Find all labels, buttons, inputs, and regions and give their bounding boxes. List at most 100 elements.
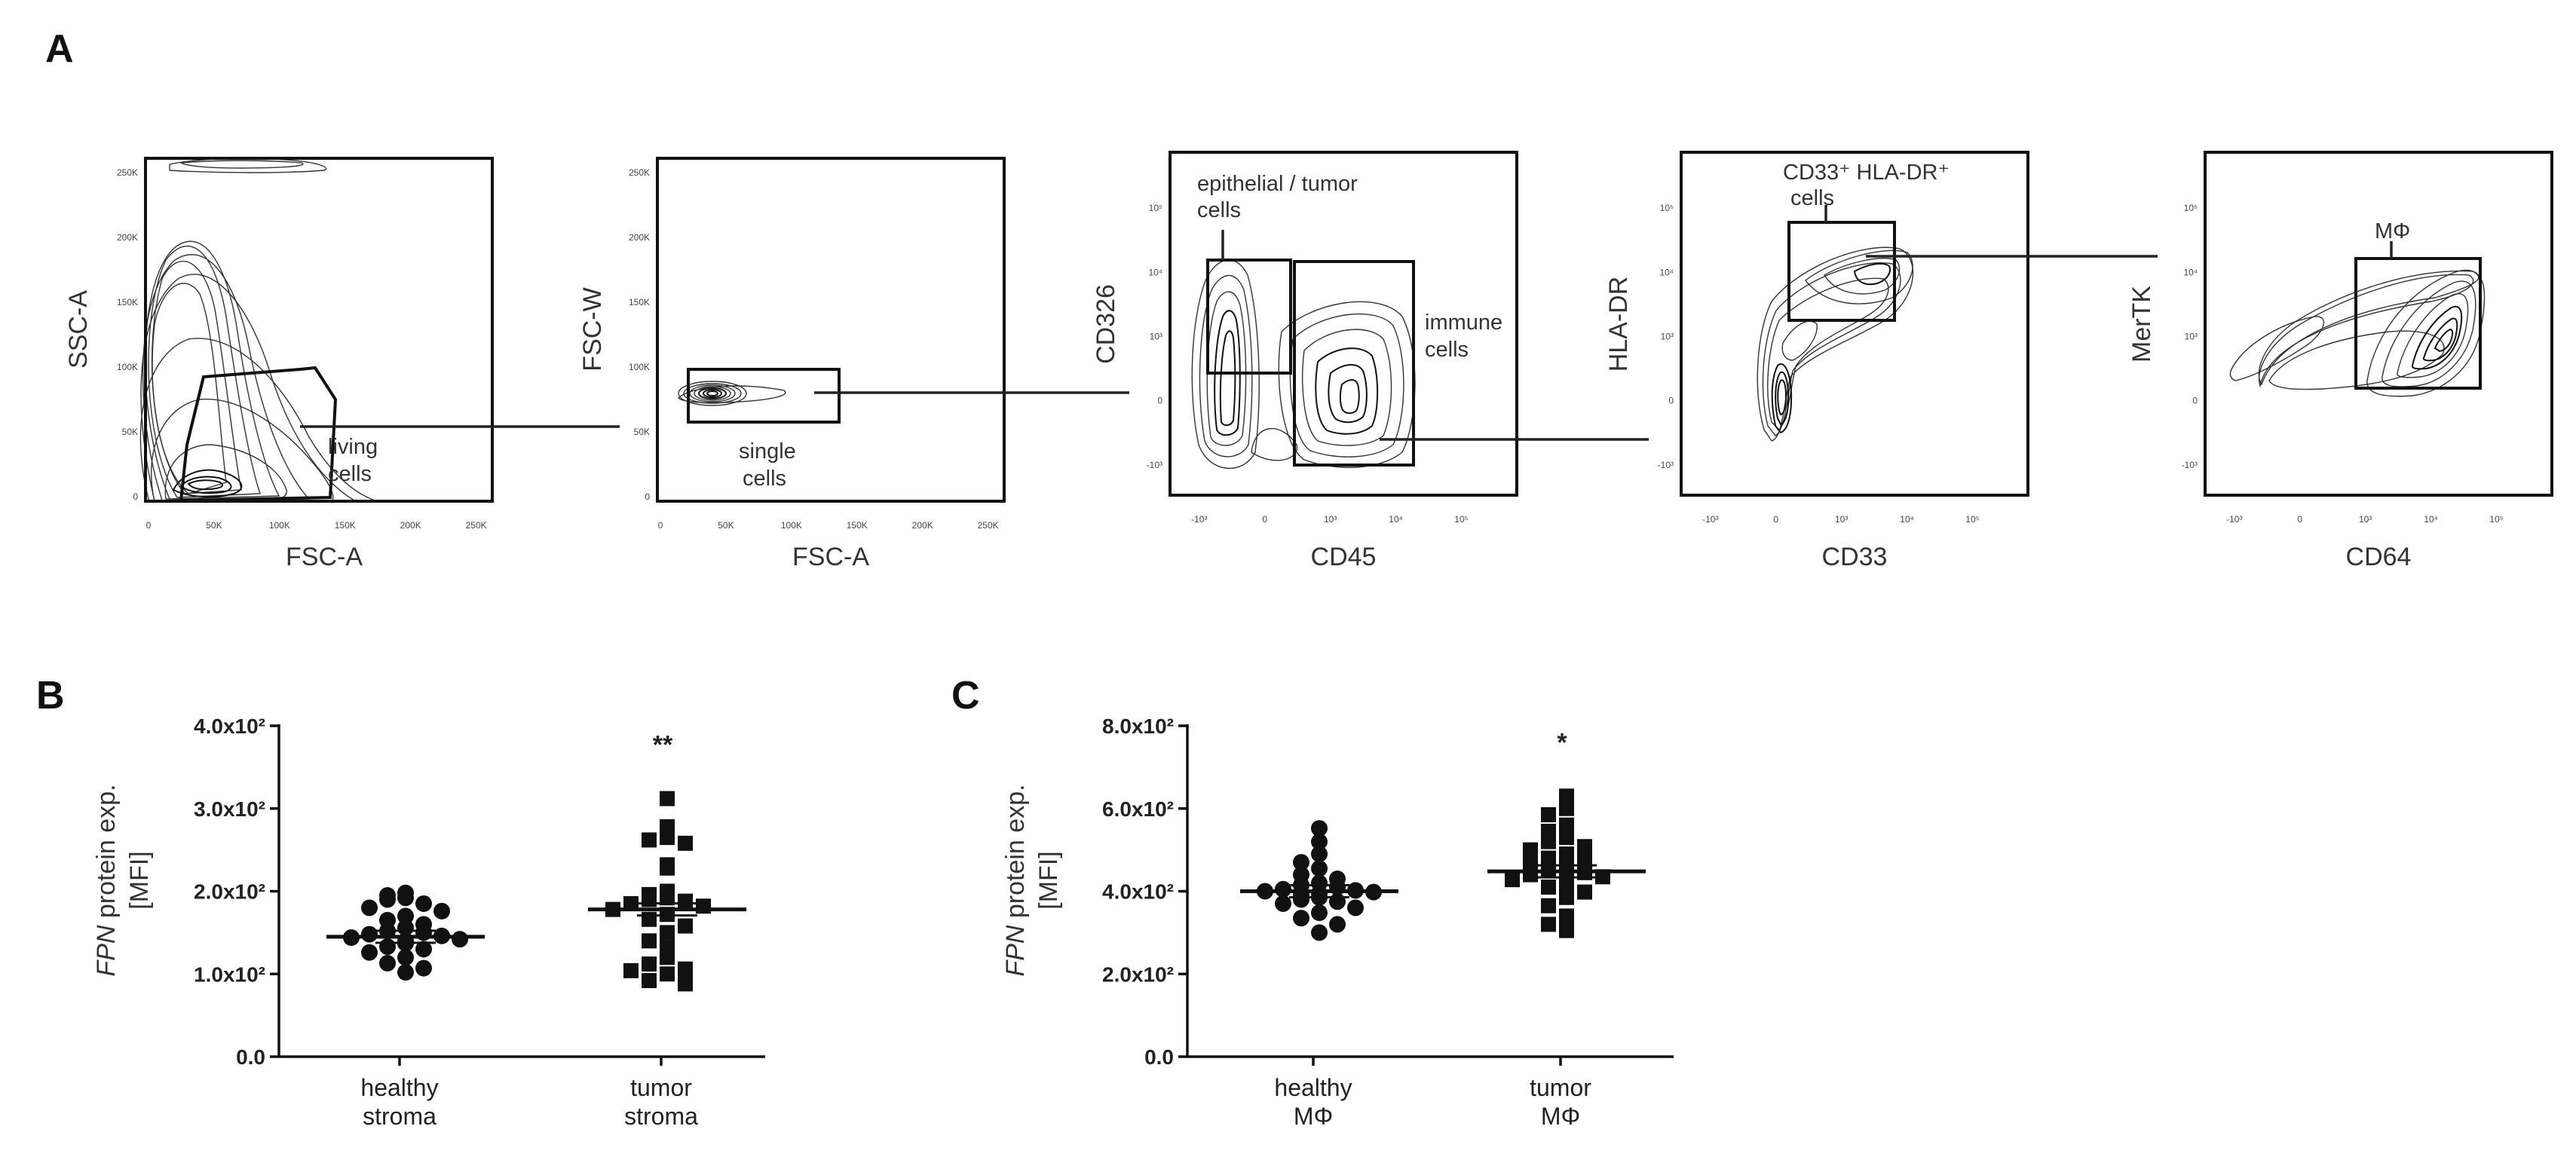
x-tick-labels: -10³ 0 10³ 10⁴ 10⁵ bbox=[1191, 514, 1469, 525]
data-point bbox=[660, 830, 675, 846]
x-axis-label: CD64 bbox=[2346, 543, 2412, 571]
y-tick-label: 250K bbox=[629, 167, 650, 178]
data-point bbox=[1505, 872, 1520, 888]
gate-living-cells bbox=[179, 366, 338, 503]
x-tick-label: 0 bbox=[2297, 514, 2302, 525]
panel-label-c: C bbox=[951, 674, 980, 718]
category-label: healthy bbox=[1274, 1074, 1352, 1101]
data-point bbox=[660, 791, 675, 806]
y-tick-label: 2.0x10² bbox=[1102, 962, 1174, 986]
y-label-rest: protein exp. bbox=[1001, 784, 1030, 925]
x-tick-label: -10³ bbox=[2226, 514, 2242, 525]
y-ticks: 0.0 2.0x10² 4.0x10² 6.0x10² 8.0x10² bbox=[1102, 715, 1187, 1069]
data-point bbox=[660, 950, 675, 965]
chart-b: 0.0 1.0x10² 2.0x10² 3.0x10² 4.0x10² ** healt… bbox=[92, 715, 765, 1130]
y-tick-label: 8.0x10² bbox=[1102, 715, 1174, 738]
data-point bbox=[678, 835, 693, 851]
category-label: stroma bbox=[624, 1103, 698, 1130]
x-tick-label: 10⁵ bbox=[1454, 514, 1468, 525]
data-point bbox=[678, 893, 693, 909]
data-point bbox=[1541, 834, 1556, 849]
gate-immune-cells bbox=[1293, 260, 1415, 467]
contour-density bbox=[1191, 259, 1416, 470]
category-label: stroma bbox=[363, 1103, 436, 1130]
x-tick-labels: -10³ 0 10³ 10⁴ 10⁵ bbox=[2226, 514, 2504, 525]
x-tick-label: 100K bbox=[781, 520, 802, 531]
data-point bbox=[1347, 899, 1364, 916]
x-tick-label: 0 bbox=[146, 520, 152, 531]
x-tick-label: 10⁴ bbox=[1900, 514, 1914, 525]
gate-label-line1: epithelial / tumor bbox=[1197, 172, 1358, 196]
data-point bbox=[1523, 867, 1538, 883]
data-point bbox=[1311, 820, 1328, 837]
gate-label2-line1: immune bbox=[1425, 311, 1502, 335]
y-tick-label: 2.0x10² bbox=[194, 880, 265, 904]
data-point bbox=[1559, 817, 1574, 833]
y-axis-label-line2: [MFI] bbox=[1034, 851, 1063, 909]
x-tick-label: 50K bbox=[718, 520, 734, 531]
plot-frame bbox=[2204, 151, 2553, 497]
y-axis-label: FPN protein exp. bbox=[92, 784, 121, 976]
x-tick-label: 150K bbox=[335, 520, 356, 531]
data-point bbox=[1311, 846, 1328, 863]
data-point bbox=[1293, 854, 1309, 871]
y-tick-label: 0 bbox=[1668, 396, 1674, 406]
x-tick-label: 100K bbox=[269, 520, 290, 531]
data-point bbox=[397, 889, 414, 907]
gate-label2-line2: cells bbox=[1425, 338, 1469, 362]
y-axis-label: SSC-A bbox=[64, 290, 93, 369]
y-label-italic: FPN bbox=[92, 925, 121, 976]
y-tick-label: 0 bbox=[2192, 396, 2198, 406]
panel-label-b: B bbox=[36, 674, 65, 718]
y-tick-label: 10⁵ bbox=[1149, 203, 1162, 213]
x-tick-label: 0 bbox=[658, 520, 663, 531]
x-tick-label: 250K bbox=[978, 520, 999, 531]
data-point bbox=[379, 891, 396, 908]
gate-epithelial-tumor bbox=[1206, 259, 1292, 375]
plot-frame bbox=[1169, 151, 1518, 497]
y-ticks: 0.0 1.0x10² 2.0x10² 3.0x10² 4.0x10² bbox=[194, 715, 279, 1069]
x-tick-label: 10⁴ bbox=[1389, 514, 1403, 525]
data-point bbox=[1275, 880, 1291, 898]
x-axis-label: CD33 bbox=[1822, 543, 1888, 571]
data-point bbox=[642, 911, 657, 927]
y-tick-label: 0 bbox=[645, 491, 650, 502]
data-point bbox=[678, 918, 693, 934]
data-point bbox=[379, 938, 396, 956]
data-point bbox=[1293, 910, 1309, 927]
y-tick-label: 10⁴ bbox=[1148, 267, 1162, 277]
x-axis-label: FSC-A bbox=[792, 543, 869, 571]
y-tick-label: 200K bbox=[117, 232, 138, 243]
gate-cd33-hladr bbox=[1787, 221, 1896, 322]
flow-plot-1: 0 50K 100K 150K 200K 250K 0 50K 100K 150K 200K 250… bbox=[64, 157, 494, 571]
x-tick-labels: 0 50K 100K 150K 200K 250K bbox=[146, 520, 487, 531]
data-point bbox=[660, 860, 675, 876]
y-tick-label: -10³ bbox=[1658, 460, 1674, 470]
y-axis-label-line2: [MFI] bbox=[125, 851, 154, 909]
data-point bbox=[1559, 846, 1574, 862]
data-point bbox=[415, 959, 432, 977]
x-tick-label: 50K bbox=[206, 520, 222, 531]
x-tick-label: 10³ bbox=[2359, 514, 2372, 525]
flow-plot-5: -10³ 0 10³ 10⁴ 10⁵ -10³ 0 10³ 10⁴ 10⁵ CD64 MerTK… bbox=[2127, 151, 2553, 571]
x-tick-label: 250K bbox=[466, 520, 487, 531]
data-point bbox=[379, 954, 396, 972]
y-tick-label: 100K bbox=[117, 362, 138, 372]
y-axis-label: CD326 bbox=[1092, 284, 1120, 364]
data-points: * bbox=[1257, 728, 1610, 941]
gate-label-line1: living bbox=[328, 435, 378, 459]
x-tick-label: 10⁵ bbox=[2489, 514, 2503, 525]
category-label: healthy bbox=[360, 1074, 438, 1101]
data-point bbox=[642, 933, 657, 949]
y-label-rest: protein exp. bbox=[92, 784, 121, 925]
x-tick-label: -10³ bbox=[1702, 514, 1718, 525]
y-tick-label: 10³ bbox=[1150, 332, 1162, 342]
gate-label-line2: cells bbox=[328, 462, 372, 486]
flow-plot-4: -10³ 0 10³ 10⁴ 10⁵ -10³ 0 10³ 10⁴ 10⁵ CD33 HLA-D… bbox=[1604, 151, 2029, 571]
y-tick-label: 10⁵ bbox=[2184, 203, 2198, 213]
y-tick-labels: 0 50K 100K 150K 200K 250K bbox=[629, 167, 650, 502]
data-point bbox=[1559, 889, 1574, 905]
flow-plot-3: -10³ 0 10³ 10⁴ 10⁵ -10³ 0 10³ 10⁴ 10⁵ CD45 CD326… bbox=[1092, 151, 1518, 571]
data-point bbox=[678, 961, 693, 977]
data-point bbox=[1293, 891, 1309, 908]
